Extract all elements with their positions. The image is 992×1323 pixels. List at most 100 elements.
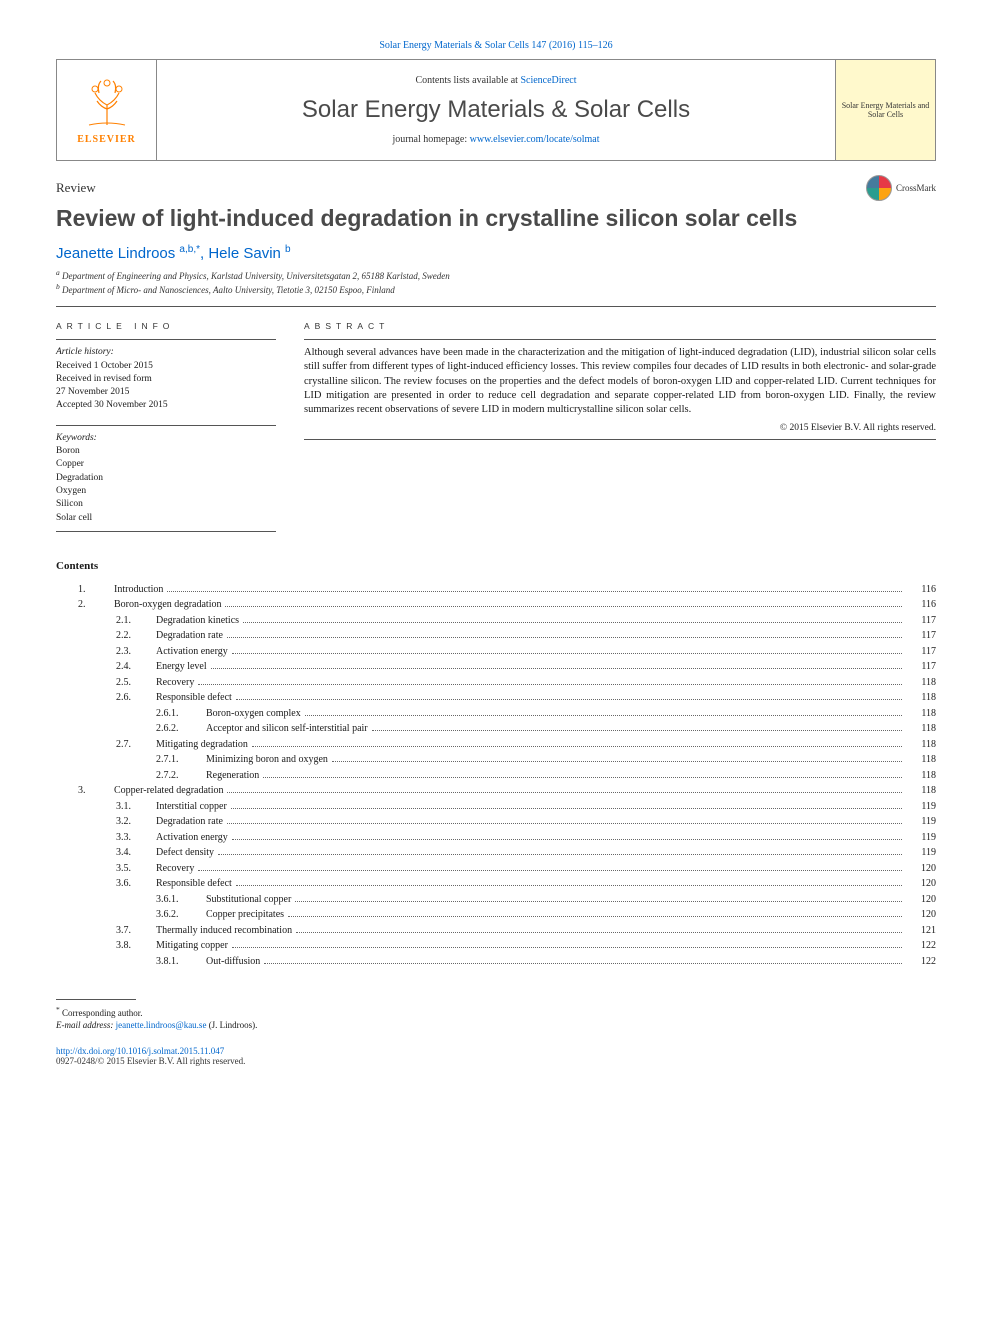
affiliation-a: a Department of Engineering and Physics,… xyxy=(56,268,936,282)
toc-row[interactable]: 3.8.1.Out-diffusion 122 xyxy=(56,954,936,970)
toc-row[interactable]: 3.6.2.Copper precipitates 120 xyxy=(56,907,936,923)
crossmark-badge[interactable]: CrossMark xyxy=(866,175,936,201)
toc-page: 118 xyxy=(906,675,936,691)
toc-num: 2.7.1. xyxy=(156,752,206,768)
journal-citation: Solar Energy Materials & Solar Cells 147… xyxy=(56,40,936,51)
toc-row[interactable]: 2.5.Recovery118 xyxy=(56,675,936,691)
toc-page: 120 xyxy=(906,892,936,908)
abstract-divider xyxy=(304,339,936,340)
toc-dots xyxy=(231,808,902,809)
email-link[interactable]: jeanette.lindroos@kau.se xyxy=(116,1020,207,1030)
toc-page: 121 xyxy=(906,923,936,939)
abstract-heading: ABSTRACT xyxy=(304,321,936,331)
toc-dots xyxy=(198,684,902,685)
toc-page: 119 xyxy=(906,814,936,830)
homepage-label: journal homepage: xyxy=(392,134,469,145)
info-divider xyxy=(56,339,276,340)
footer: * Corresponding author. E-mail address: … xyxy=(56,999,936,1065)
toc-num: 2.7. xyxy=(116,737,156,753)
keywords: Keywords: Boron Copper Degradation Oxyge… xyxy=(56,432,276,525)
toc-label: Regeneration xyxy=(206,768,259,784)
toc-label: Degradation rate xyxy=(156,628,223,644)
toc-dots xyxy=(243,622,902,623)
keywords-label: Keywords: xyxy=(56,432,276,445)
toc-row[interactable]: 2.1.Degradation kinetics 117 xyxy=(56,613,936,629)
toc-label: Mitigating copper xyxy=(156,938,228,954)
publisher-logo-cell: ELSEVIER xyxy=(57,60,157,160)
toc-num: 2.6.2. xyxy=(156,721,206,737)
article-info-heading: ARTICLE INFO xyxy=(56,321,276,331)
history-revised-1: Received in revised form xyxy=(56,373,276,386)
toc-row[interactable]: 3.6.1.Substitutional copper120 xyxy=(56,892,936,908)
toc-page: 117 xyxy=(906,628,936,644)
toc-row[interactable]: 3.1.Interstitial copper 119 xyxy=(56,799,936,815)
toc-row[interactable]: 3.Copper-related degradation118 xyxy=(56,783,936,799)
affil-a-text: Department of Engineering and Physics, K… xyxy=(60,271,450,281)
toc-page: 120 xyxy=(906,876,936,892)
toc-row[interactable]: 3.7.Thermally induced recombination 121 xyxy=(56,923,936,939)
toc-label: Thermally induced recombination xyxy=(156,923,292,939)
toc-row[interactable]: 3.3.Activation energy119 xyxy=(56,830,936,846)
info-divider xyxy=(56,531,276,532)
toc-num: 2.6.1. xyxy=(156,706,206,722)
toc-num: 1. xyxy=(78,582,114,598)
toc-row[interactable]: 2.7.2.Regeneration 118 xyxy=(56,768,936,784)
toc-row[interactable]: 3.6.Responsible defect120 xyxy=(56,876,936,892)
toc-dots xyxy=(227,823,902,824)
toc-page: 117 xyxy=(906,613,936,629)
history-accepted: Accepted 30 November 2015 xyxy=(56,399,276,412)
toc-page: 119 xyxy=(906,799,936,815)
toc-dots xyxy=(232,839,902,840)
toc-row[interactable]: 2.Boron-oxygen degradation 116 xyxy=(56,597,936,613)
affil-b-text: Department of Micro- and Nanosciences, A… xyxy=(60,285,395,295)
toc-page: 120 xyxy=(906,907,936,923)
toc-num: 3.2. xyxy=(116,814,156,830)
toc-dots xyxy=(372,730,902,731)
toc-row[interactable]: 2.7.1.Minimizing boron and oxygen 118 xyxy=(56,752,936,768)
toc-row[interactable]: 2.6.Responsible defect118 xyxy=(56,690,936,706)
toc-dots xyxy=(295,901,902,902)
toc-page: 116 xyxy=(906,597,936,613)
issn-copyright: 0927-0248/© 2015 Elsevier B.V. All right… xyxy=(56,1056,936,1066)
doi-link[interactable]: http://dx.doi.org/10.1016/j.solmat.2015.… xyxy=(56,1046,936,1056)
keyword: Copper xyxy=(56,458,276,471)
toc-num: 2.4. xyxy=(116,659,156,675)
toc-page: 117 xyxy=(906,659,936,675)
toc-row[interactable]: 2.3.Activation energy117 xyxy=(56,644,936,660)
toc-row[interactable]: 3.8.Mitigating copper 122 xyxy=(56,938,936,954)
toc-row[interactable]: 1.Introduction116 xyxy=(56,582,936,598)
toc-page: 119 xyxy=(906,830,936,846)
toc-row[interactable]: 2.2.Degradation rate 117 xyxy=(56,628,936,644)
toc-row[interactable]: 2.6.2.Acceptor and silicon self-intersti… xyxy=(56,721,936,737)
elsevier-tree-icon xyxy=(79,75,135,131)
toc-page: 118 xyxy=(906,752,936,768)
footnote-rule xyxy=(56,999,136,1000)
toc-row[interactable]: 2.4.Energy level117 xyxy=(56,659,936,675)
toc-label: Boron-oxygen degradation xyxy=(114,597,221,613)
toc-num: 3.1. xyxy=(116,799,156,815)
toc-row[interactable]: 2.6.1.Boron-oxygen complex 118 xyxy=(56,706,936,722)
keyword: Oxygen xyxy=(56,485,276,498)
author-1[interactable]: Jeanette Lindroos xyxy=(56,245,179,262)
toc-page: 116 xyxy=(906,582,936,598)
toc-label: Responsible defect xyxy=(156,690,232,706)
sciencedirect-link[interactable]: ScienceDirect xyxy=(520,75,576,86)
author-2[interactable]: , Hele Savin xyxy=(200,245,285,262)
toc-row[interactable]: 2.7.Mitigating degradation 118 xyxy=(56,737,936,753)
toc-row[interactable]: 3.2.Degradation rate 119 xyxy=(56,814,936,830)
homepage-link[interactable]: www.elsevier.com/locate/solmat xyxy=(470,134,600,145)
publisher-label: ELSEVIER xyxy=(77,134,136,145)
toc-page: 119 xyxy=(906,845,936,861)
toc-dots xyxy=(296,932,902,933)
header-center: Contents lists available at ScienceDirec… xyxy=(157,69,835,151)
toc-page: 118 xyxy=(906,737,936,753)
divider xyxy=(56,306,936,307)
toc-label: Mitigating degradation xyxy=(156,737,248,753)
toc-row[interactable]: 3.4.Defect density 119 xyxy=(56,845,936,861)
toc-num: 2.3. xyxy=(116,644,156,660)
toc-num: 2.7.2. xyxy=(156,768,206,784)
toc-row[interactable]: 3.5.Recovery120 xyxy=(56,861,936,877)
info-divider xyxy=(56,425,276,426)
corresp-text: Corresponding author. xyxy=(60,1008,143,1018)
toc-label: Acceptor and silicon self-interstitial p… xyxy=(206,721,368,737)
